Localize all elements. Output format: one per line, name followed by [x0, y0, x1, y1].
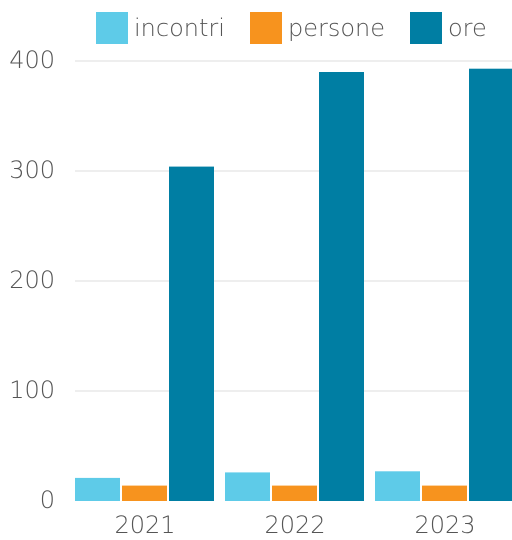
legend-label: ore [448, 14, 487, 42]
x-tick-label: 2022 [264, 511, 325, 539]
bar [469, 68, 512, 501]
legend-swatch [250, 12, 282, 44]
bar [75, 477, 120, 501]
bar [169, 166, 214, 501]
legend-label: persone [288, 14, 385, 42]
bar [422, 485, 467, 501]
bar [225, 472, 270, 501]
y-tick-label: 100 [9, 376, 55, 404]
y-tick-label: 200 [9, 266, 55, 294]
bar [272, 485, 317, 501]
bar [375, 471, 420, 501]
legend-swatch [96, 12, 128, 44]
x-tick-label: 2021 [114, 511, 175, 539]
y-tick-label: 0 [40, 486, 55, 514]
y-tick-label: 400 [9, 46, 55, 74]
legend-label: incontri [134, 14, 225, 42]
y-tick-label: 300 [9, 156, 55, 184]
legend-swatch [410, 12, 442, 44]
x-tick-label: 2023 [414, 511, 475, 539]
bar [319, 72, 364, 501]
bar [122, 485, 167, 501]
